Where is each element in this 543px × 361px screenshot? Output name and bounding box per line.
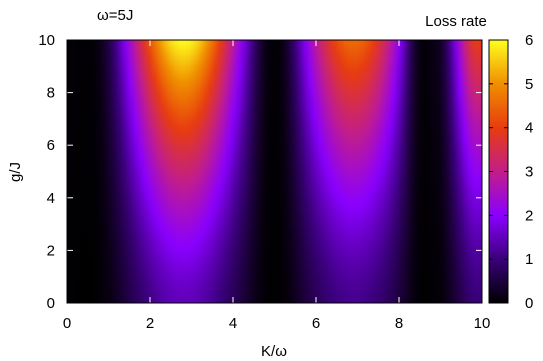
x-tick-label: 10 bbox=[474, 315, 491, 332]
colorbar-tick-label: 2 bbox=[525, 207, 533, 224]
x-axis-ticks: 0 2 4 6 8 10 bbox=[63, 40, 491, 332]
colorbar-label: Loss rate bbox=[425, 13, 487, 30]
y-tick-label: 2 bbox=[47, 242, 55, 259]
colorbar-frame bbox=[488, 39, 509, 304]
y-tick-label: 0 bbox=[47, 295, 55, 312]
x-tick-label: 2 bbox=[146, 315, 154, 332]
y-axis-ticks: 0 2 4 6 8 10 bbox=[38, 32, 482, 312]
x-tick-label: 0 bbox=[63, 315, 71, 332]
x-tick-label: 4 bbox=[229, 315, 237, 332]
colorbar-tick-label: 5 bbox=[525, 76, 533, 93]
omega-annotation: ω=5J bbox=[97, 7, 133, 24]
y-axis-label: g/J bbox=[7, 162, 24, 182]
y-tick-label: 10 bbox=[38, 32, 55, 49]
colorbar-tick-label: 1 bbox=[525, 251, 533, 268]
y-tick-label: 4 bbox=[47, 190, 55, 207]
colorbar-ticks: 0 1 2 3 4 5 6 bbox=[489, 32, 533, 312]
colorbar-tick-label: 6 bbox=[525, 32, 533, 49]
x-tick-label: 8 bbox=[395, 315, 403, 332]
colorbar-tick-label: 0 bbox=[525, 295, 533, 312]
x-axis-label: K/ω bbox=[261, 343, 287, 360]
y-tick-label: 6 bbox=[47, 137, 55, 154]
x-tick-label: 6 bbox=[312, 315, 320, 332]
plot-frame bbox=[66, 39, 483, 304]
y-tick-label: 8 bbox=[47, 85, 55, 102]
colorbar-tick-label: 4 bbox=[525, 120, 533, 137]
colorbar-tick-label: 3 bbox=[525, 164, 533, 181]
heatmap-plot-area bbox=[67, 40, 482, 303]
colorbar-gradient bbox=[489, 40, 508, 303]
